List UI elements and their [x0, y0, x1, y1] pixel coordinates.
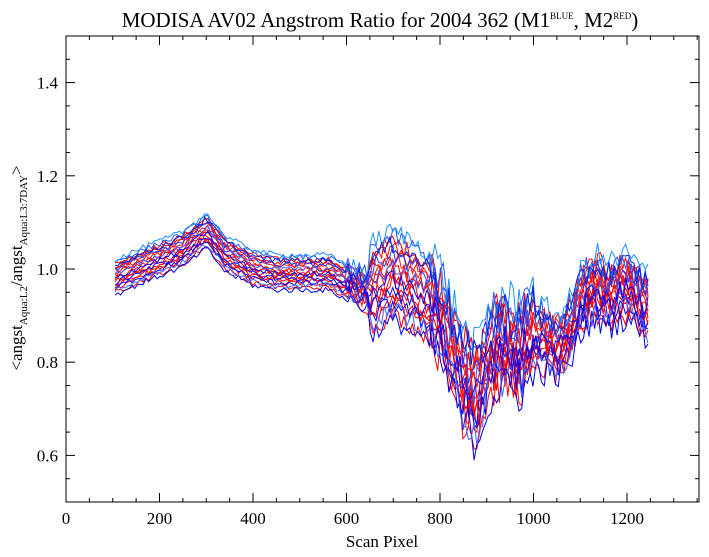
axis-layer: 0 200 400 600 800 1000 1200 0.6 0.8 1.0 1.2 1.4 — [37, 36, 699, 528]
series-layer — [114, 213, 649, 461]
x-tick-label: 1000 — [517, 509, 551, 528]
x-tick-label: 1200 — [610, 509, 644, 528]
series-line-18 — [115, 237, 649, 426]
chart-title: MODISA AV02 Angstrom Ratio for 2004 362 … — [122, 8, 639, 32]
series-line-16 — [114, 247, 649, 461]
x-tick-label: 400 — [240, 509, 266, 528]
x-axis-label: Scan Pixel — [346, 532, 419, 551]
series-line-22 — [114, 216, 649, 365]
y-tick-label: 0.6 — [37, 446, 58, 465]
y-tick-label: 0.8 — [37, 353, 58, 372]
x-tick-label: 0 — [62, 509, 71, 528]
x-tick-label: 600 — [334, 509, 360, 528]
y-tick-label: 1.4 — [37, 74, 59, 93]
series-line-14 — [115, 241, 649, 429]
series-line-21 — [114, 243, 649, 446]
y-tick-label: 1.2 — [37, 167, 58, 186]
series-line-20 — [115, 230, 649, 401]
y-axis-label: <angstAqua:L2/angstAqua:L3:7DAY> — [7, 165, 30, 370]
y-tick-label: 1.0 — [37, 260, 58, 279]
x-tick-label: 800 — [427, 509, 453, 528]
series-line-17 — [114, 225, 649, 404]
x-tick-label: 200 — [147, 509, 173, 528]
